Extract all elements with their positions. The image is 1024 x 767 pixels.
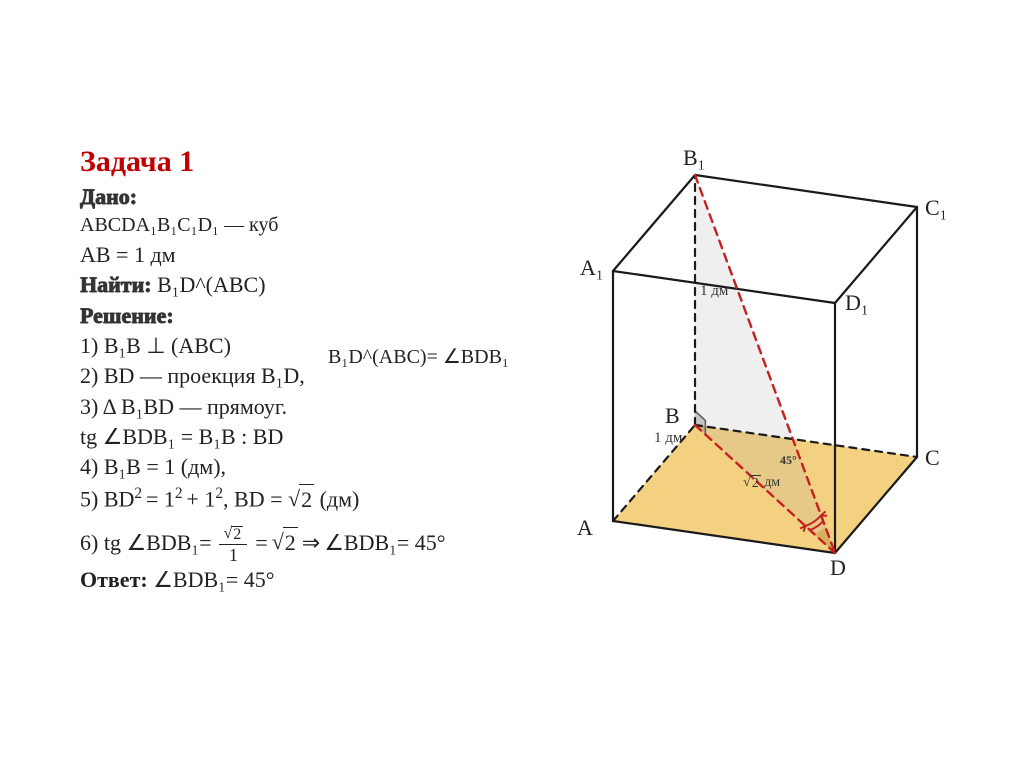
tangent-line: tg ∠BDB₁ = B₁B : BD <box>80 422 446 452</box>
step-4: 4) B₁B = 1 (дм), <box>80 452 446 482</box>
dim-ab: 1 дм <box>654 430 682 447</box>
answer-label: Ответ: <box>80 567 148 592</box>
step-3: 3) Δ B₁BD — прямоуг. <box>80 392 446 422</box>
label-b1: B₁ <box>683 145 705 171</box>
find-label: Найти: <box>80 272 152 297</box>
answer-value: ∠BDB₁= 45° <box>148 567 275 592</box>
dim-bd: 2 дм <box>743 475 780 492</box>
label-d: D <box>830 555 846 581</box>
find-value: B₁D^(ABC) <box>157 272 265 297</box>
solution-text: Дано: ABCDA₁B₁C₁D₁ — куб AB = 1 дм Найти… <box>80 182 446 595</box>
label-b: B <box>665 403 680 429</box>
given-label: Дано: <box>80 184 137 209</box>
label-a1: A₁ <box>580 255 604 281</box>
side-equation: B₁D^(ABC)= ∠BDB₁ <box>328 344 509 369</box>
label-a: A <box>577 515 593 541</box>
side-definition: AB = 1 дм <box>80 240 446 270</box>
solution-label: Решение: <box>80 303 174 328</box>
cube-definition: ABCDA₁B₁C₁D₁ — куб <box>80 212 446 240</box>
angle-45: 45° <box>780 453 797 468</box>
label-d1: D₁ <box>845 290 869 316</box>
cube-diagram: B₁ C₁ A₁ D₁ B C A D 1 дм 1 дм 2 дм 45° <box>555 155 975 575</box>
dim-bb1: 1 дм <box>700 283 728 300</box>
label-c: C <box>925 445 940 471</box>
problem-title: Задача 1 <box>80 145 194 179</box>
label-c1: C₁ <box>925 195 947 221</box>
step-6: 6) tg ∠BDB₁= 2 1 = 2 ⇒ ∠BDB₁= 45° <box>80 522 446 565</box>
step-5: 5) BD2 = 12 + 12, BD = 2 (дм) <box>80 483 446 516</box>
